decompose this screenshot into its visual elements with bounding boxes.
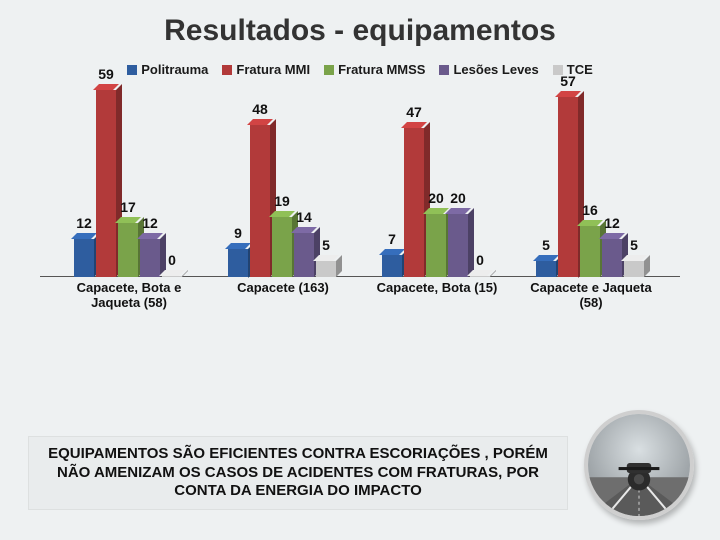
legend-label: TCE [567, 62, 593, 77]
slide-title: Resultados - equipamentos [0, 0, 720, 56]
chart-group: 94819145 [228, 125, 338, 277]
legend-item: Fratura MMI [222, 62, 310, 77]
chart-bar: 47 [404, 128, 424, 277]
chart-legend: Politrauma Fratura MMI Fratura MMSS Lesões … [0, 62, 720, 77]
chart-bar: 7 [382, 255, 402, 277]
category-label: Capacete e Jaqueta (58) [521, 281, 661, 315]
bar-value-label: 19 [274, 193, 290, 209]
bar-value-label: 14 [296, 209, 312, 225]
bar-value-label: 7 [388, 231, 396, 247]
legend-swatch [439, 65, 449, 75]
legend-label: Fratura MMI [236, 62, 310, 77]
chart-group: 125917120 [74, 90, 184, 277]
conclusion-box: EQUIPAMENTOS SÃO EFICIENTES CONTRA ESCOR… [28, 436, 568, 510]
bar-value-label: 0 [476, 252, 484, 268]
chart-bar: 5 [624, 261, 644, 277]
chart-bar: 14 [294, 233, 314, 277]
category-label: Capacete (163) [213, 281, 353, 315]
chart-bar: 0 [470, 276, 490, 277]
bar-value-label: 9 [234, 225, 242, 241]
chart-bar: 0 [162, 276, 182, 277]
bar-value-label: 0 [168, 252, 176, 268]
chart-bar: 57 [558, 97, 578, 278]
bar-value-label: 12 [142, 215, 158, 231]
chart-group: 74720200 [382, 128, 492, 277]
chart-bar: 5 [316, 261, 336, 277]
bar-value-label: 12 [76, 215, 92, 231]
legend-item: TCE [553, 62, 593, 77]
chart-group: 55716125 [536, 97, 646, 278]
chart-bar: 20 [426, 214, 446, 277]
bar-value-label: 5 [322, 237, 330, 253]
legend-item: Politrauma [127, 62, 208, 77]
chart-bar: 12 [140, 239, 160, 277]
bar-value-label: 5 [630, 237, 638, 253]
legend-swatch [222, 65, 232, 75]
chart-bar: 20 [448, 214, 468, 277]
chart-bar: 48 [250, 125, 270, 277]
chart-bar: 17 [118, 223, 138, 277]
chart-bar: 59 [96, 90, 116, 277]
legend-swatch [127, 65, 137, 75]
legend-label: Politrauma [141, 62, 208, 77]
bar-value-label: 17 [120, 199, 136, 215]
legend-swatch [324, 65, 334, 75]
legend-label: Fratura MMSS [338, 62, 425, 77]
chart-bar: 12 [74, 239, 94, 277]
bar-value-label: 5 [542, 237, 550, 253]
legend-item: Lesões Leves [439, 62, 538, 77]
chart-bar: 5 [536, 261, 556, 277]
chart-bar: 16 [580, 226, 600, 277]
category-label: Capacete, Bota e Jaqueta (58) [59, 281, 199, 315]
bar-value-label: 20 [450, 190, 466, 206]
chart-bar: 9 [228, 249, 248, 278]
legend-label: Lesões Leves [453, 62, 538, 77]
legend-swatch [553, 65, 563, 75]
bar-value-label: 48 [252, 101, 268, 117]
chart-bar: 19 [272, 217, 292, 277]
motorcycle-photo [584, 410, 694, 520]
bar-value-label: 12 [604, 215, 620, 231]
bar-value-label: 47 [406, 104, 422, 120]
category-label: Capacete, Bota (15) [367, 281, 507, 315]
chart-bar: 12 [602, 239, 622, 277]
bar-value-label: 16 [582, 202, 598, 218]
legend-item: Fratura MMSS [324, 62, 425, 77]
bar-chart: 125917120Capacete, Bota e Jaqueta (58)94… [40, 73, 680, 303]
bar-value-label: 20 [428, 190, 444, 206]
